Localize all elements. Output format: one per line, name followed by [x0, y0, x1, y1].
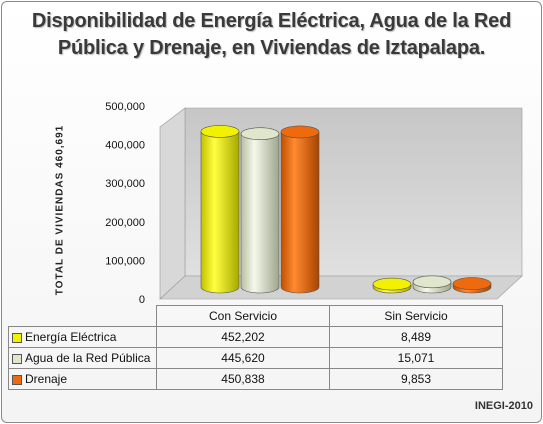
swatch-drenaje [12, 374, 22, 385]
legend-entry-agua: Agua de la Red Pública [8, 347, 157, 369]
data-label-0-0: 452,202 [156, 326, 330, 348]
bar-1-0 [240, 127, 280, 294]
bar-body-1-0 [240, 133, 280, 294]
bar-top-0-1 [372, 277, 412, 291]
bar-top-2-1 [452, 277, 492, 290]
y-tick-label-4: 400,000 [105, 140, 145, 152]
y-tick-label-0: 0 [139, 294, 145, 306]
source-label: INEGI-2010 [474, 400, 533, 412]
y-tick-label-2: 200,000 [105, 217, 145, 229]
bar-1-1 [412, 275, 452, 294]
bar-body-2-0 [280, 131, 320, 294]
swatch-energia [12, 332, 22, 343]
bar-top-1-0 [240, 127, 280, 141]
data-label-2-1: 9,853 [329, 368, 503, 390]
bar-top-1-1 [412, 275, 452, 289]
legend-entry-energia: Energía Eléctrica [8, 326, 157, 348]
table-row-agua: Agua de la Red Pública 445,620 15,071 [8, 347, 503, 369]
title-line-2: Pública y Drenaje, en Viviendas de Iztap… [57, 37, 486, 59]
data-label-0-1: 8,489 [329, 326, 503, 348]
chart-title: Disponibilidad de Energía Eléctrica, Agu… [0, 8, 543, 62]
bar-2-1 [452, 277, 492, 294]
bar-0-1 [372, 277, 412, 294]
data-label-1-1: 15,071 [329, 347, 503, 369]
series-name-1: Agua de la Red Pública [25, 351, 151, 365]
y-tick-label-3: 300,000 [105, 178, 145, 190]
category-label-0: Con Servicio [156, 305, 330, 327]
bar-2-0 [280, 125, 320, 294]
table-row-drenaje: Drenaje 450,838 9,853 [8, 368, 503, 390]
bar-top-2-0 [280, 125, 320, 139]
series-name-0: Energía Eléctrica [25, 330, 117, 344]
bar-body-0-0 [200, 131, 240, 294]
table-header-row: Con Servicio Sin Servicio [9, 305, 503, 327]
swatch-agua [12, 353, 22, 364]
table-row-energia: Energía Eléctrica 452,202 8,489 [8, 326, 503, 348]
side-wall [159, 107, 186, 300]
data-label-2-0: 450,838 [156, 368, 330, 390]
bar-0-0 [200, 125, 240, 294]
bar-top-0-0 [200, 125, 240, 138]
category-label-1: Sin Servicio [329, 305, 503, 327]
data-label-1-0: 445,620 [156, 347, 330, 369]
y-tick-label-5: 500,000 [105, 101, 145, 113]
title-line-1: Disponibilidad de Energía Eléctrica, Agu… [31, 10, 512, 32]
series-name-2: Drenaje [25, 372, 68, 386]
legend-entry-drenaje: Drenaje [8, 368, 157, 390]
y-tick-label-1: 100,000 [105, 255, 145, 267]
data-table: Con Servicio Sin Servicio Energía Eléctr… [8, 305, 503, 390]
table-corner [9, 306, 157, 327]
